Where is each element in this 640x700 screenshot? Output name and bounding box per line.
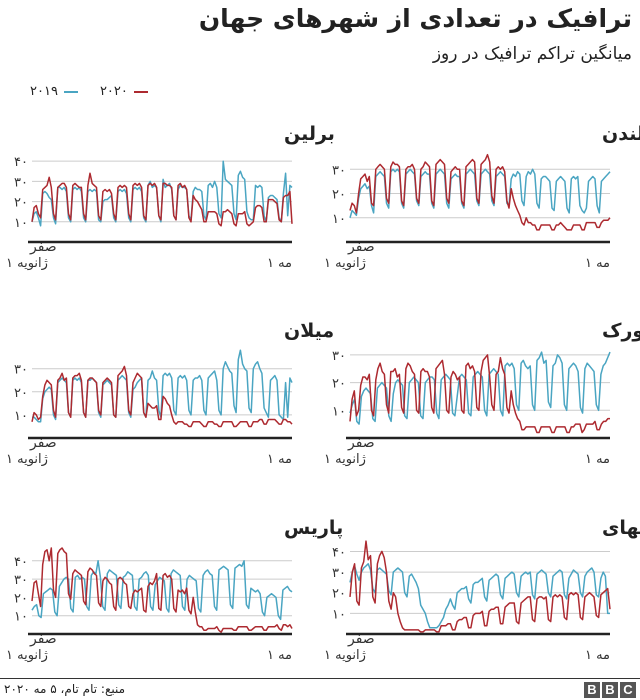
x-end-label: ۱ مه [267, 452, 292, 467]
y-tick-label: ۳۰ [14, 363, 28, 378]
legend-item-2019: ۲۰۱۹ [30, 84, 78, 99]
chart-title: ترافیک در تعدادی از شهرهای جهان [198, 4, 632, 33]
panel-title: نیویورک [602, 320, 640, 342]
y-tick-label: ۱۰ [14, 610, 28, 625]
panel-title: پاریس [284, 517, 343, 539]
x-start-label: ۱ ژانویه [324, 648, 366, 663]
y-tick-label: ۳۰ [14, 573, 28, 588]
y-tick-label: ۲۰ [14, 591, 28, 606]
y-tick-label: ۲۰ [14, 196, 28, 211]
y-tick-label: ۴۰ [332, 545, 346, 560]
y-tick-label: ۱۰ [14, 409, 28, 424]
x-end-label: ۱ مه [585, 256, 610, 271]
series-line-2020 [31, 172, 293, 227]
y-tick-label: ۳۰ [332, 566, 346, 581]
legend-label-2019: ۲۰۱۹ [30, 84, 58, 99]
y-tick-label: ۲۰ [332, 587, 346, 602]
chart-subtitle: میانگین تراکم ترافیک در روز [432, 44, 632, 64]
x-end-label: ۱ مه [585, 452, 610, 467]
y-tick-label: ۲۰ [14, 386, 28, 401]
series-line-2019 [349, 351, 611, 425]
series-line-2020 [31, 365, 293, 428]
legend-label-2020: ۲۰۲۰ [99, 84, 128, 99]
legend-swatch-2019 [63, 90, 78, 93]
y-tick-label: ۳۰ [332, 163, 346, 178]
panel-title: میلان [284, 320, 334, 342]
y-tick-label: ۲۰ [332, 188, 346, 203]
x-end-label: ۱ مه [267, 648, 292, 663]
legend-item-2020: ۲۰۲۰ [100, 84, 148, 99]
x-start-label: ۱ ژانویه [324, 256, 366, 271]
source-note: منبع: تام تام، ۵ مه ۲۰۲۰ [4, 682, 126, 696]
series-line-2020 [31, 547, 293, 633]
panel-title: شانگهای [602, 516, 640, 539]
y-tick-label: ۱۰ [14, 216, 28, 231]
x-end-label: ۱ مه [585, 648, 610, 663]
footer-divider [0, 678, 640, 679]
panel-title: برلین [284, 123, 335, 145]
x-start-label: ۱ ژانویه [6, 648, 48, 663]
x-end-label: ۱ مه [267, 256, 292, 271]
y-zero-label: صفر [29, 631, 57, 647]
y-tick-label: ۴۰ [14, 555, 28, 570]
series-line-2020 [349, 153, 611, 231]
y-zero-label: صفر [347, 239, 375, 255]
x-start-label: ۱ ژانویه [324, 452, 366, 467]
y-tick-label: ۴۰ [14, 155, 28, 170]
y-tick-label: ۳۰ [332, 349, 346, 364]
x-start-label: ۱ ژانویه [6, 256, 48, 271]
y-zero-label: صفر [29, 239, 57, 255]
series-line-2020 [349, 540, 611, 633]
panel-title: لندن [602, 123, 640, 145]
y-zero-label: صفر [29, 435, 57, 451]
series-line-2019 [31, 560, 293, 621]
legend: ۲۰۱۹ ۲۰۲۰ [30, 84, 148, 99]
y-tick-label: ۲۰ [332, 377, 346, 392]
y-tick-label: ۱۰ [332, 212, 346, 227]
y-zero-label: صفر [347, 631, 375, 647]
series-line-2020 [349, 354, 610, 434]
series-line-2019 [349, 563, 610, 629]
y-tick-label: ۳۰ [14, 175, 28, 190]
legend-swatch-2020 [133, 90, 148, 93]
y-tick-label: ۱۰ [332, 404, 346, 419]
y-tick-label: ۱۰ [332, 607, 346, 622]
series-line-2019 [32, 349, 293, 423]
y-zero-label: صفر [347, 435, 375, 451]
x-start-label: ۱ ژانویه [6, 452, 48, 467]
